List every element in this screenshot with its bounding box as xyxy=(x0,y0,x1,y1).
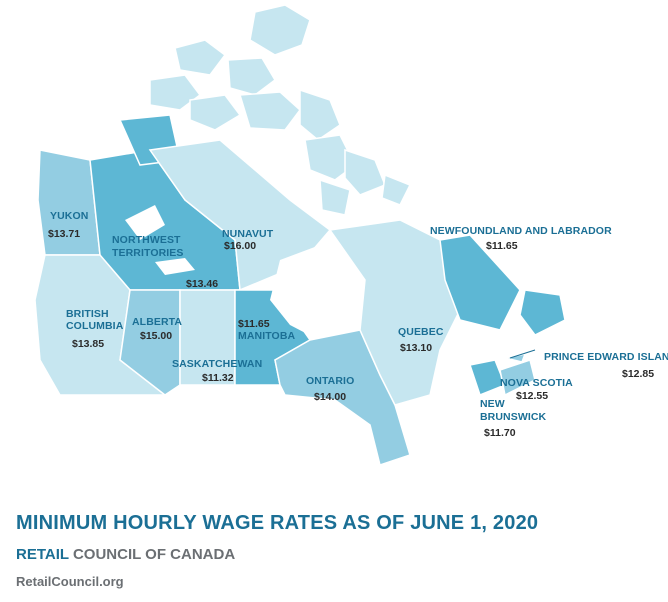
wage-alberta: $15.00 xyxy=(140,330,173,342)
region-nova-scotia xyxy=(499,359,536,397)
label-nova-scotia: NOVA SCOTIA xyxy=(500,377,573,389)
wage-yukon: $13.71 xyxy=(48,228,81,240)
label-nunavut: NUNAVUT xyxy=(222,228,274,240)
label-alberta: ALBERTA xyxy=(132,316,183,328)
region-prince-edward-island xyxy=(504,352,527,363)
wage-saskatchewan: $11.32 xyxy=(202,372,234,384)
label-newfoundland-and-labrador: NEWFOUNDLAND AND LABRADOR xyxy=(430,225,612,237)
label-yukon: YUKON xyxy=(50,210,89,222)
label-new-brunswick-line1: NEW xyxy=(480,398,505,410)
pei-pointer-line xyxy=(509,349,536,359)
wage-prince-edward-island: $12.85 xyxy=(622,368,655,380)
label-northwest-territories-line2: TERRITORIES xyxy=(112,247,184,259)
region-labrador xyxy=(439,234,521,331)
organization-rest: COUNCIL OF CANADA xyxy=(68,546,236,563)
website-link[interactable]: RetailCouncil.org xyxy=(16,574,124,589)
label-northwest-territories-line1: NORTHWEST xyxy=(112,234,181,246)
wage-manitoba: $11.65 xyxy=(238,318,270,330)
label-ontario: ONTARIO xyxy=(306,375,355,387)
wage-ontario: $14.00 xyxy=(314,391,347,403)
canada-map xyxy=(34,4,566,466)
label-manitoba: MANITOBA xyxy=(238,330,296,342)
page-title: MINIMUM HOURLY WAGE RATES AS OF JUNE 1, … xyxy=(16,512,539,534)
label-british-columbia-line2: COLUMBIA xyxy=(66,320,124,332)
label-british-columbia-line1: BRITISH xyxy=(66,308,109,320)
great-bear-lake xyxy=(125,205,165,240)
wage-nova-scotia: $12.55 xyxy=(516,390,549,402)
region-ontario xyxy=(274,329,411,466)
organization-name: RETAIL COUNCIL OF CANADA xyxy=(16,546,235,563)
label-quebec: QUEBEC xyxy=(398,326,444,338)
great-slave-lake xyxy=(155,258,195,275)
wage-quebec: $13.10 xyxy=(400,342,433,354)
wage-new-brunswick: $11.70 xyxy=(484,427,516,439)
wage-nunavut: $16.00 xyxy=(224,240,257,252)
wage-british-columbia: $13.85 xyxy=(72,338,105,350)
region-newfoundland xyxy=(519,289,566,336)
arctic-islands xyxy=(149,4,412,216)
region-quebec xyxy=(328,219,471,406)
label-prince-edward-island: PRINCE EDWARD ISLAND xyxy=(544,351,668,363)
label-saskatchewan: SASKATCHEWAN xyxy=(172,358,263,370)
wage-northwest-territories: $13.46 xyxy=(186,278,219,290)
region-alberta xyxy=(119,289,181,396)
organization-brand: RETAIL xyxy=(16,546,69,563)
wage-newfoundland-and-labrador: $11.65 xyxy=(486,240,518,252)
hudson-bay xyxy=(270,245,360,338)
label-new-brunswick-line2: BRUNSWICK xyxy=(480,411,547,423)
